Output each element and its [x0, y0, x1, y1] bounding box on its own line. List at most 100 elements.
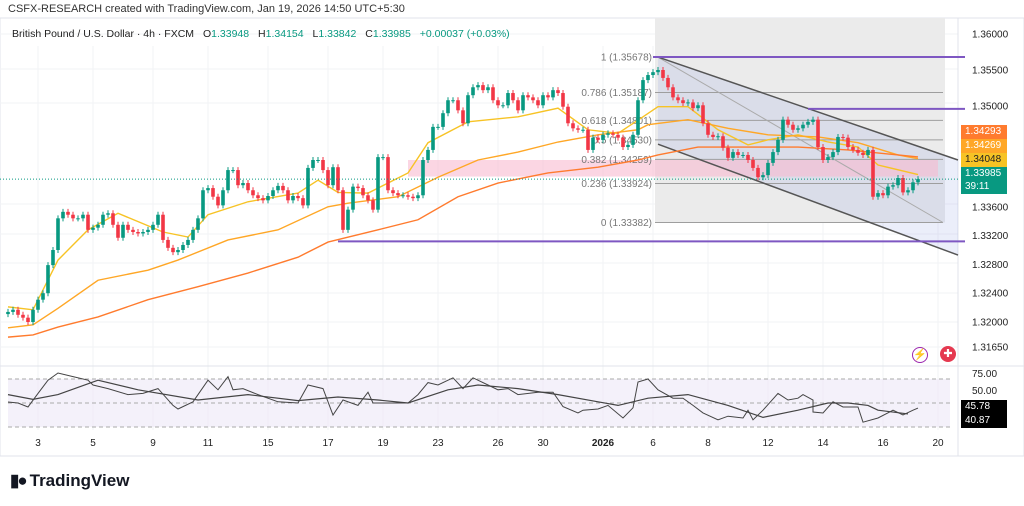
candle-body — [291, 196, 295, 201]
candle-body — [906, 190, 910, 193]
time-tick-label: 20 — [932, 438, 944, 449]
fib-level-label: 0 (1.33382) — [601, 218, 652, 229]
candle-body — [876, 193, 880, 197]
candle-body — [501, 105, 505, 107]
candle-body — [111, 213, 115, 225]
candle-body — [711, 134, 715, 137]
candle-body — [151, 224, 155, 230]
lightning-icon[interactable]: ⚡ — [912, 347, 928, 363]
candle-body — [761, 175, 765, 178]
candle-body — [836, 136, 840, 153]
candle-body — [66, 211, 70, 215]
candle-body — [301, 198, 305, 206]
tradingview-logo[interactable]: ▮● TradingView — [10, 471, 129, 491]
candle-body — [76, 218, 80, 220]
candle-body — [231, 170, 235, 172]
candle-body — [506, 93, 510, 106]
candle-body — [601, 134, 605, 140]
time-tick-label: 6 — [650, 438, 656, 449]
candle-body — [191, 229, 195, 240]
candle-body — [181, 244, 185, 250]
candle-body — [681, 100, 685, 104]
candle-body — [101, 214, 105, 225]
candle-body — [386, 157, 390, 191]
candle-body — [846, 137, 850, 148]
candle-body — [366, 195, 370, 201]
ma-slow-price-badge: 1.34293 — [961, 125, 1007, 139]
price-tick-label: 1.35000 — [972, 102, 1009, 113]
candle-body — [401, 195, 405, 197]
candle-body — [646, 75, 650, 81]
candle-body — [281, 185, 285, 191]
candle-body — [466, 95, 470, 124]
candle-body — [751, 160, 755, 168]
candle-body — [891, 185, 895, 187]
candle-body — [521, 95, 525, 111]
candle-body — [36, 299, 40, 310]
candle-body — [436, 126, 440, 128]
candle-body — [236, 170, 240, 186]
candle-body — [296, 196, 300, 199]
candle-body — [581, 129, 585, 131]
time-tick-label: 17 — [322, 438, 334, 449]
tradingview-logo-icon: ▮● — [10, 471, 28, 490]
candle-body — [821, 147, 825, 160]
symbol-name[interactable]: British Pound / U.S. Dollar · 4h · FXCM — [12, 28, 195, 40]
candle-body — [106, 213, 110, 215]
moving-average-line — [7, 146, 919, 338]
price-tick-label: 1.33600 — [972, 202, 1009, 213]
candle-body — [131, 229, 135, 232]
candle-body — [886, 186, 890, 196]
candle-body — [431, 126, 435, 150]
support-resistance-zone — [408, 160, 938, 177]
candle-body — [196, 218, 200, 230]
candle-body — [576, 128, 580, 130]
fib-level-label: 0.236 (1.33924) — [581, 179, 652, 190]
candle-body — [351, 186, 355, 210]
candle-body — [121, 224, 125, 238]
time-tick-label: 16 — [877, 438, 889, 449]
candle-body — [406, 195, 410, 197]
candle-body — [756, 167, 760, 178]
candle-body — [136, 232, 140, 234]
low-label: L — [312, 28, 319, 40]
candle-body — [221, 190, 225, 206]
candle-body — [861, 152, 865, 155]
candle-body — [216, 196, 220, 206]
time-tick-label: 9 — [150, 438, 156, 449]
candle-body — [666, 77, 670, 88]
candle-body — [186, 239, 190, 245]
candle-body — [346, 209, 350, 230]
candle-body — [286, 190, 290, 201]
chart-credit: CSFX-RESEARCH created with TradingView.c… — [8, 3, 405, 15]
close-label: C — [365, 28, 373, 40]
candle-body — [541, 95, 545, 106]
candle-body — [536, 100, 540, 106]
candle-body — [11, 309, 15, 312]
candle-body — [806, 121, 810, 125]
candle-body — [531, 97, 535, 101]
candle-body — [631, 134, 635, 145]
candle-body — [266, 196, 270, 201]
price-tick-label: 1.36000 — [972, 30, 1009, 41]
candle-body — [126, 224, 130, 230]
candle-body — [396, 193, 400, 196]
candle-body — [741, 154, 745, 156]
candle-body — [696, 105, 700, 109]
candle-body — [611, 133, 615, 135]
candle-body — [746, 154, 750, 160]
uk-flag-icon[interactable]: ✚ — [940, 346, 956, 362]
candle-body — [56, 218, 60, 250]
rsi-signal-line — [7, 379, 909, 419]
candle-body — [421, 160, 425, 196]
time-tick-label: 23 — [432, 438, 444, 449]
open-value: 1.33948 — [211, 28, 250, 40]
candle-body — [511, 93, 515, 101]
change-value: +0.00037 (+0.03%) — [419, 28, 510, 40]
high-value: 1.34154 — [265, 28, 304, 40]
price-tick-label: 1.31650 — [972, 343, 1009, 354]
candle-body — [356, 186, 360, 189]
price-tick-label: 1.32000 — [972, 318, 1009, 329]
current-price-badge: 1.33985 39:11 — [961, 167, 1007, 194]
